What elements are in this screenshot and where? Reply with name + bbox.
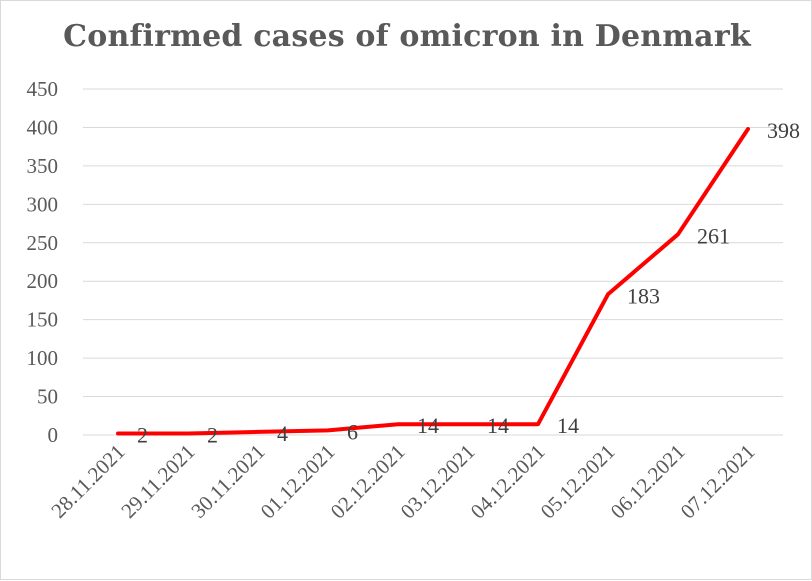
y-tick-label: 0 [48,423,59,447]
y-tick-label: 150 [27,308,59,332]
series-line [116,126,750,436]
y-tick-label: 50 [37,385,58,409]
data-label: 261 [697,223,730,248]
data-label: 4 [277,421,288,446]
x-tick-label: 04.12.2021 [466,440,550,524]
data-label: 14 [487,413,509,438]
chart-title: Confirmed cases of omicron in Denmark [63,19,751,54]
x-tick-label: 28.11.2021 [46,440,129,523]
y-tick-label: 450 [27,77,59,101]
x-tick-label: 05.12.2021 [536,440,620,524]
data-label: 2 [207,422,218,447]
x-tick-label: 01.12.2021 [256,440,340,524]
x-tick-label: 02.12.2021 [326,440,410,524]
x-tick-label: 30.11.2021 [186,440,269,523]
data-label: 6 [347,419,358,444]
y-tick-label: 300 [27,192,59,216]
x-tick-label: 29.11.2021 [116,440,199,523]
data-label: 398 [767,118,800,143]
y-tick-label: 250 [27,231,59,255]
y-tick-label: 400 [27,115,59,139]
x-tick-label: 07.12.2021 [676,440,760,524]
x-tick-label: 06.12.2021 [606,440,690,524]
y-tick-label: 350 [27,154,59,178]
data-label: 14 [557,413,579,438]
y-tick-label: 200 [27,269,59,293]
data-label: 183 [627,283,660,308]
data-label: 14 [417,413,439,438]
x-tick-label: 03.12.2021 [396,440,480,524]
y-tick-label: 100 [27,346,59,370]
data-label: 2 [137,422,148,447]
